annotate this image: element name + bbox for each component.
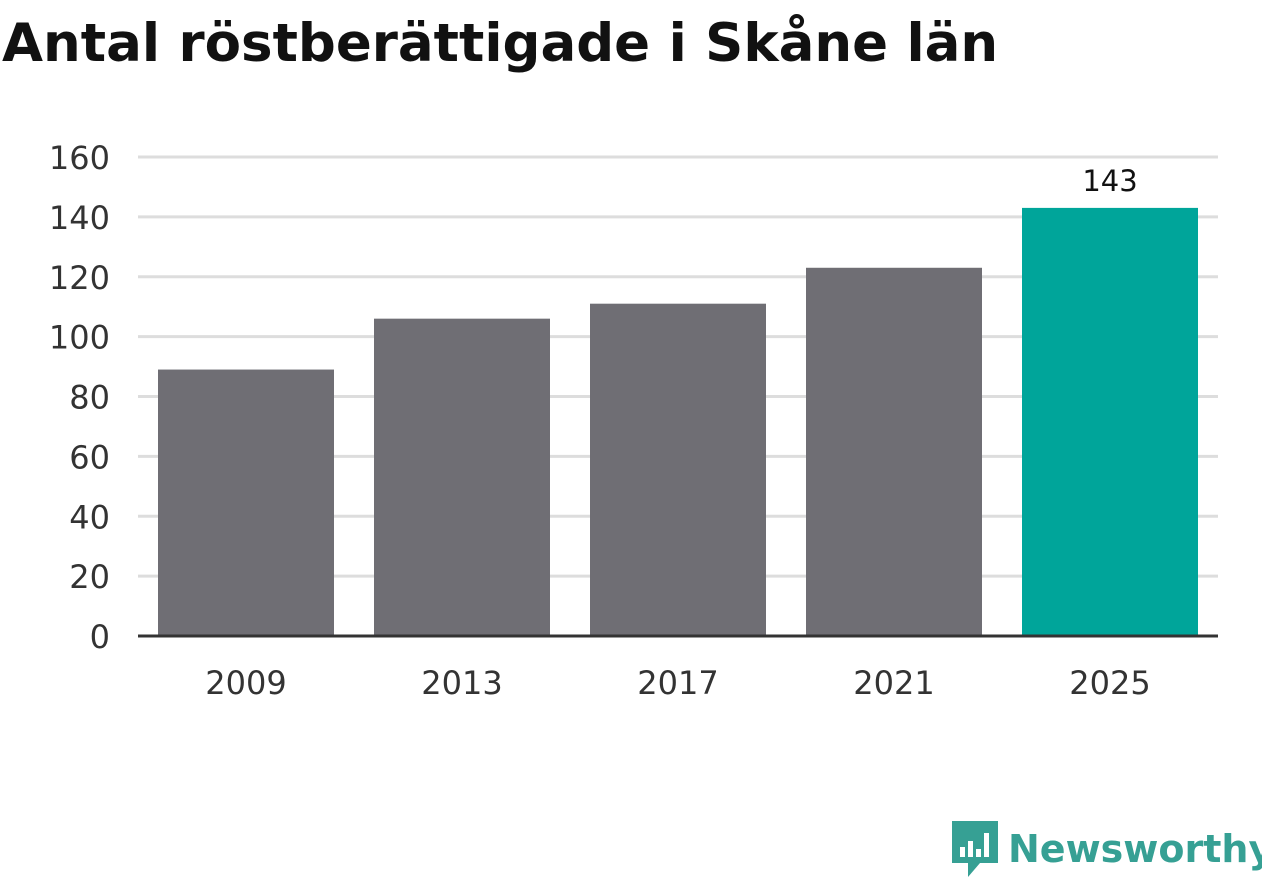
y-tick-label: 160 — [49, 139, 110, 177]
chart-title: Antal röstberättigade i Skåne län — [2, 13, 999, 74]
bars — [158, 207, 1198, 637]
bar-2017 — [590, 303, 766, 636]
y-tick-label: 140 — [49, 199, 110, 237]
bar-2009 — [158, 369, 334, 636]
bar-2021 — [806, 267, 982, 636]
data-labels: 143 — [1082, 164, 1137, 198]
x-tick-label: 2009 — [205, 664, 286, 702]
bar-2025 — [1022, 207, 1198, 637]
x-axis-ticks: 2009 2013 2017 2021 2025 — [205, 664, 1150, 702]
x-tick-label: 2021 — [853, 664, 934, 702]
y-tick-label: 60 — [69, 438, 110, 476]
y-tick-label: 20 — [69, 558, 110, 596]
x-tick-label: 2017 — [637, 664, 718, 702]
brand-name: Newsworthy — [1008, 827, 1262, 871]
y-axis-ticks: 0 20 40 60 80 100 120 140 160 — [49, 139, 110, 656]
bar-2013 — [374, 318, 550, 636]
y-tick-label: 100 — [49, 319, 110, 357]
x-tick-label: 2013 — [421, 664, 502, 702]
newsworthy-logo: Newsworthy — [950, 818, 1262, 880]
x-tick-label: 2025 — [1069, 664, 1150, 702]
y-tick-label: 0 — [90, 618, 110, 656]
newsworthy-logo-icon — [952, 821, 998, 877]
data-label: 143 — [1082, 164, 1137, 198]
y-tick-label: 40 — [69, 498, 110, 536]
y-tick-label: 80 — [69, 379, 110, 417]
y-tick-label: 120 — [49, 259, 110, 297]
